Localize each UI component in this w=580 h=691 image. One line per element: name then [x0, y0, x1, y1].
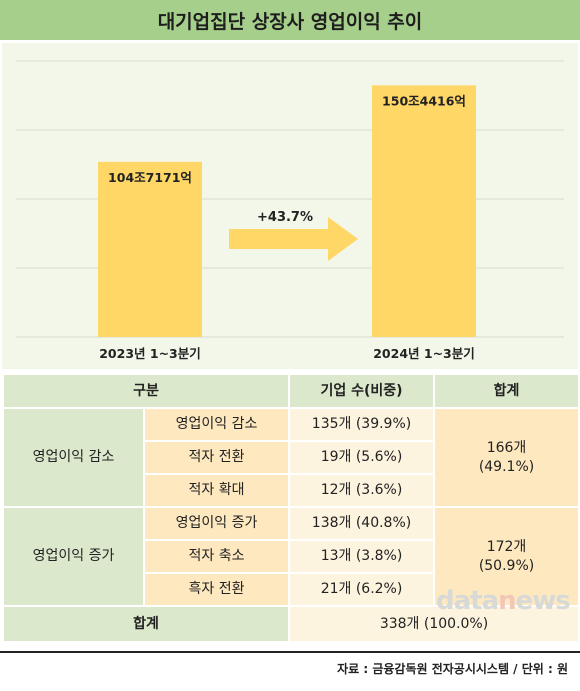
x-tick-label: 2023년 1~3분기 — [99, 346, 201, 361]
datanews-watermark: datanews — [436, 586, 571, 616]
growth-arrow — [229, 217, 358, 261]
grand-total-value: 338개 (100.0%) — [288, 605, 580, 643]
chart-title: 대기업집단 상장사 영업이익 추이 — [0, 0, 580, 40]
row-value: 21개 (6.2%) — [288, 572, 436, 607]
row-value: 135개 (39.9%) — [288, 407, 436, 442]
group-total-count: 166개 — [486, 439, 527, 456]
table-row: 적자 확대 12개 (3.6%) — [3, 473, 579, 508]
row-value: 138개 (40.8%) — [288, 506, 436, 541]
group-decrease-total: 166개 (49.1%) — [433, 407, 580, 508]
bar-chart: 104조7171억 2023년 1~3분기 150조4416억 2024년 1~3분기… — [16, 60, 564, 361]
table-row: 흑자 전환 21개 (6.2%) — [3, 572, 579, 607]
footer-divider — [0, 651, 580, 653]
watermark-text: data — [436, 586, 499, 616]
table-row: 영업이익 증가 영업이익 증가 138개 (40.8%) 172개 (50.9%… — [2, 506, 580, 607]
table-row: 영업이익 감소 영업이익 감소 135개 (39.9%) 166개 (49.1%… — [2, 407, 580, 508]
source-note: 자료 : 금융감독원 전자공시시스템 / 단위 : 원 — [337, 662, 568, 676]
chart-panel: 104조7171억 2023년 1~3분기 150조4416억 2024년 1~3분기… — [2, 43, 578, 369]
grand-total-label: 합계 — [1, 605, 291, 643]
group-increase-total: 172개 (50.9%) — [433, 506, 580, 607]
summary-table: 구분 기업 수(비중) 합계 영업이익 감소 영업이익 감소 135개 (39.… — [1, 373, 580, 643]
row-label: 적자 확대 — [142, 473, 291, 508]
row-label: 적자 전환 — [142, 440, 291, 475]
row-value: 12개 (3.6%) — [288, 473, 436, 508]
bar-value-label: 104조7171억 — [108, 170, 192, 185]
row-value: 19개 (5.6%) — [288, 440, 436, 475]
bar-1 — [98, 161, 202, 337]
table-row: 적자 축소 13개 (3.8%) — [3, 539, 579, 574]
row-value: 13개 (3.8%) — [288, 539, 436, 574]
header-count: 기업 수(비중) — [288, 373, 436, 409]
bar-2 — [372, 85, 476, 337]
group-increase-label: 영업이익 증가 — [2, 506, 145, 607]
group-decrease-label: 영업이익 감소 — [2, 407, 145, 508]
table-row: 적자 전환 19개 (5.6%) — [3, 440, 579, 475]
group-total-count: 172개 — [486, 538, 527, 555]
table-header-row: 구분 기업 수(비중) 합계 — [1, 373, 580, 409]
bar-value-label: 150조4416억 — [382, 93, 466, 108]
growth-label: +43.7% — [257, 210, 313, 225]
row-label: 흑자 전환 — [142, 572, 291, 607]
watermark-text-end: ews — [515, 586, 571, 616]
group-total-pct: (50.9%) — [478, 557, 535, 574]
header-total: 합계 — [433, 373, 580, 409]
row-label: 적자 축소 — [142, 539, 291, 574]
watermark-accent: n — [498, 586, 516, 616]
header-category: 구분 — [1, 373, 291, 409]
table-total-row: 합계 338개 (100.0%) — [1, 605, 580, 643]
group-total-pct: (49.1%) — [478, 458, 535, 475]
row-label: 영업이익 증가 — [142, 506, 291, 541]
row-label: 영업이익 감소 — [142, 407, 291, 442]
x-tick-label: 2024년 1~3분기 — [373, 346, 475, 361]
